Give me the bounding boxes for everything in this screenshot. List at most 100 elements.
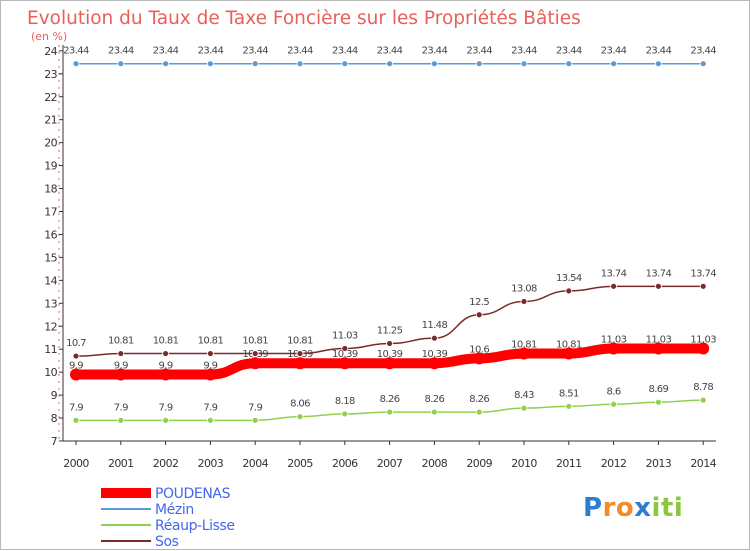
y-tick-label: 23: [44, 68, 57, 81]
data-point-poudenas: [652, 342, 665, 355]
y-tick-label: 22: [44, 91, 57, 104]
x-tick-label: 2008: [422, 457, 448, 470]
data-point-sos: [430, 334, 438, 342]
data-label-mezin: 23.44: [556, 46, 582, 57]
data-point-poudenas: [249, 357, 262, 370]
data-label-reaup-lisse: 8.78: [693, 382, 713, 393]
data-label-sos: 10.81: [153, 336, 179, 347]
x-tick-label: 2007: [377, 457, 403, 470]
data-label-sos: 13.74: [601, 268, 627, 279]
data-label-poudenas: 10.81: [511, 340, 537, 351]
y-tick-label: 17: [44, 206, 57, 219]
data-label-poudenas: 9.9: [159, 360, 173, 371]
x-tick-label: 2005: [287, 457, 313, 470]
data-label-sos: 10.7: [66, 338, 86, 349]
chart-subtitle: (en %): [31, 30, 67, 43]
y-tick-label: 19: [44, 160, 57, 173]
x-tick-label: 2006: [332, 457, 358, 470]
data-label-sos: 11.03: [332, 331, 358, 342]
x-tick-label: 2013: [646, 457, 672, 470]
data-point-mezin: [520, 60, 528, 68]
data-point-sos: [520, 298, 528, 305]
data-label-reaup-lisse: 8.26: [424, 394, 444, 405]
data-point-mezin: [386, 60, 394, 68]
data-point-reaup-lisse: [520, 404, 528, 412]
x-tick-label: 2004: [242, 457, 268, 470]
data-label-poudenas: 11.03: [601, 335, 627, 346]
data-point-reaup-lisse: [610, 400, 617, 408]
data-point-mezin: [610, 60, 617, 68]
data-point-sos: [296, 350, 304, 357]
data-label-mezin: 23.44: [332, 46, 358, 57]
data-point-reaup-lisse: [296, 413, 304, 421]
data-label-mezin: 23.44: [422, 46, 448, 57]
data-label-poudenas: 10.39: [377, 349, 403, 360]
data-point-sos: [117, 350, 125, 357]
data-label-reaup-lisse: 8.18: [335, 396, 355, 407]
series-layer: 23.44 23.44 23.44 23.44 23.44 23.44 23.44 23.44…: [63, 46, 717, 424]
data-label-reaup-lisse: 8.06: [290, 399, 310, 410]
data-point-sos: [206, 350, 214, 357]
data-point-sos: [475, 311, 483, 319]
x-tick-label: 2003: [198, 457, 224, 470]
data-label-reaup-lisse: 7.9: [248, 402, 262, 413]
data-point-reaup-lisse: [475, 408, 483, 416]
data-point-reaup-lisse: [251, 416, 259, 424]
data-label-poudenas: 11.03: [690, 335, 716, 346]
data-point-poudenas: [383, 357, 396, 370]
data-label-poudenas: 9.9: [69, 360, 83, 371]
data-label-mezin: 23.44: [601, 46, 627, 57]
data-label-reaup-lisse: 8.26: [469, 394, 489, 405]
data-point-mezin: [655, 60, 662, 68]
y-tick-label: 7: [51, 435, 58, 448]
y-tick-label: 14: [44, 274, 57, 287]
y-tick-label: 16: [44, 228, 57, 241]
data-label-mezin: 23.44: [690, 46, 716, 57]
data-label-sos: 10.81: [198, 336, 224, 347]
data-point-poudenas: [294, 357, 306, 370]
y-tick-label: 9: [51, 389, 58, 402]
data-label-poudenas: 11.03: [646, 335, 672, 346]
x-tick-label: 2012: [601, 457, 627, 470]
x-tick-label: 2002: [153, 457, 179, 470]
data-label-reaup-lisse: 7.9: [114, 402, 128, 413]
data-label-reaup-lisse: 8.69: [648, 384, 668, 395]
x-tick-label: 2009: [466, 457, 492, 470]
data-label-mezin: 23.44: [198, 46, 224, 57]
legend-label-reaup-lisse: Réaup-Lisse: [155, 518, 235, 534]
data-label-mezin: 23.44: [63, 46, 89, 57]
data-point-poudenas: [204, 368, 217, 381]
data-label-sos: 12.5: [469, 297, 489, 308]
proxiti-logo-text: Proxiti: [583, 493, 683, 523]
data-label-mezin: 23.44: [377, 46, 403, 57]
x-tick-label: 2010: [511, 457, 537, 470]
y-tick-label: 24: [44, 45, 57, 58]
data-point-reaup-lisse: [162, 416, 170, 424]
data-label-sos: 10.81: [108, 336, 134, 347]
data-label-reaup-lisse: 8.26: [380, 394, 400, 405]
logo-letter: i: [674, 493, 683, 523]
data-label-mezin: 23.44: [242, 46, 268, 57]
data-label-mezin: 23.44: [108, 46, 134, 57]
data-point-mezin: [72, 60, 80, 68]
data-point-sos: [386, 340, 394, 347]
data-label-reaup-lisse: 7.9: [69, 402, 83, 413]
axes: 7 8 9 10 11 12 13 14 15 16 17 18 19 20 21 22 23 24 2000 200…: [44, 44, 717, 470]
data-point-poudenas: [428, 357, 441, 370]
data-point-mezin: [251, 60, 259, 68]
data-point-mezin: [117, 60, 125, 68]
data-point-reaup-lisse: [699, 396, 707, 404]
data-point-mezin: [206, 60, 214, 68]
data-point-poudenas: [70, 368, 82, 381]
data-point-sos: [72, 352, 80, 360]
data-label-poudenas: 10.6: [469, 344, 489, 355]
data-label-sos: 13.74: [690, 268, 716, 279]
y-tick-label: 20: [44, 137, 57, 150]
legend-label-sos: Sos: [155, 534, 179, 550]
data-point-reaup-lisse: [206, 416, 214, 424]
data-label-poudenas: 10.39: [422, 349, 448, 360]
data-label-sos: 13.54: [556, 273, 582, 284]
y-tick-label: 18: [44, 183, 57, 196]
data-label-sos: 11.48: [422, 320, 448, 331]
data-point-poudenas: [473, 352, 486, 365]
